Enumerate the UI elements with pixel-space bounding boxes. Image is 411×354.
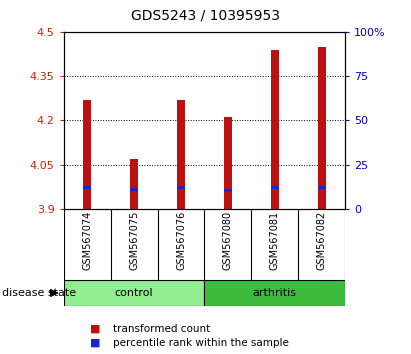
Text: control: control bbox=[115, 288, 153, 298]
Bar bbox=[270, 187, 279, 189]
Bar bbox=[318, 47, 326, 209]
Text: GDS5243 / 10395953: GDS5243 / 10395953 bbox=[131, 9, 280, 23]
Bar bbox=[270, 50, 279, 209]
Text: GSM567074: GSM567074 bbox=[82, 211, 92, 270]
Bar bbox=[130, 159, 139, 209]
Bar bbox=[130, 188, 139, 191]
Text: disease state: disease state bbox=[2, 288, 76, 298]
Bar bbox=[224, 118, 232, 209]
Text: GSM567080: GSM567080 bbox=[223, 211, 233, 270]
Text: GSM567081: GSM567081 bbox=[270, 211, 280, 270]
Bar bbox=[177, 100, 185, 209]
Bar bbox=[205, 280, 345, 306]
Bar bbox=[224, 189, 232, 192]
Bar bbox=[83, 100, 91, 209]
Text: transformed count: transformed count bbox=[113, 324, 210, 333]
Text: GSM567075: GSM567075 bbox=[129, 211, 139, 270]
Text: GSM567076: GSM567076 bbox=[176, 211, 186, 270]
Text: GSM567082: GSM567082 bbox=[317, 211, 327, 270]
Text: ■: ■ bbox=[90, 324, 101, 333]
Text: percentile rank within the sample: percentile rank within the sample bbox=[113, 338, 289, 348]
Bar bbox=[177, 187, 185, 189]
Text: ■: ■ bbox=[90, 338, 101, 348]
Bar bbox=[318, 186, 326, 189]
Text: arthritis: arthritis bbox=[253, 288, 297, 298]
Bar bbox=[64, 280, 204, 306]
Bar bbox=[83, 187, 91, 189]
